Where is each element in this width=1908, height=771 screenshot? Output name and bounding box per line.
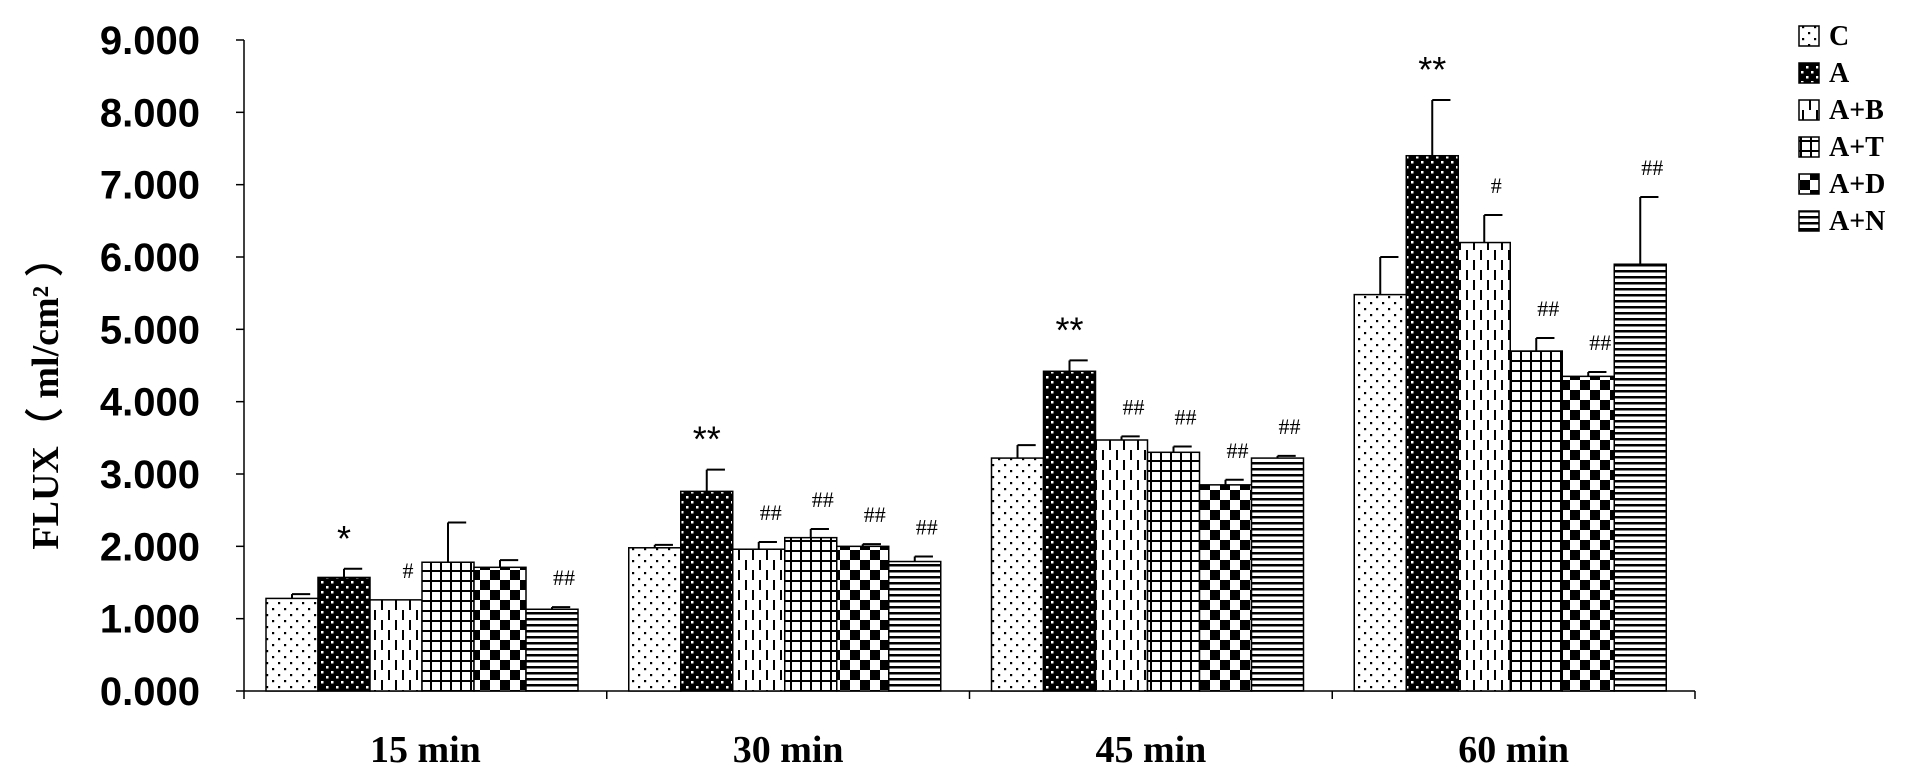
significance-star: * (337, 518, 351, 559)
bar-c (990, 457, 1045, 692)
legend-label: A+T (1829, 132, 1884, 163)
bar-a-b (1094, 439, 1149, 692)
significance-star: ** (693, 419, 721, 460)
significance-star: ** (1055, 309, 1083, 350)
y-tick-label: 4.000 (100, 381, 200, 425)
axes: 0.000 1.000 2.000 3.000 4.000 5.000 6.000 7.000… (100, 19, 1696, 771)
bar-a-t (421, 561, 475, 692)
bar-a-b (732, 548, 786, 692)
x-tick-label: 15 min (370, 729, 481, 771)
legend: CA A+B A+T A+D A+N (1798, 21, 1885, 237)
bar-c (628, 547, 682, 692)
bar-a-d (836, 545, 890, 692)
bar-a-d (1198, 484, 1253, 692)
bar-a (680, 490, 734, 692)
y-tick-label: 6.000 (100, 236, 200, 280)
bar-c (265, 597, 319, 692)
significance-hash: ## (1641, 155, 1663, 180)
legend-label: A+N (1829, 206, 1885, 237)
significance-hash: ## (812, 487, 834, 512)
legend-label: A+B (1829, 95, 1884, 126)
bar-a-n (888, 560, 942, 692)
bar-a (1042, 370, 1097, 692)
bar-a-d (473, 566, 527, 692)
significance-hash: ## (1123, 394, 1145, 419)
y-tick-label: 9.000 (100, 19, 200, 63)
y-tick-label: 3.000 (100, 453, 200, 497)
legend-label: C (1829, 21, 1849, 52)
bar-a-t (1146, 451, 1201, 692)
x-tick-label: 30 min (733, 729, 844, 771)
x-tick-label: 45 min (1095, 729, 1206, 771)
y-tick-label: 1.000 (100, 598, 200, 642)
significance-hash: ## (1589, 330, 1611, 355)
significance-hash: # (1491, 173, 1502, 198)
legend-swatch (1798, 136, 1820, 158)
legend-swatch (1798, 173, 1820, 195)
bar-a (1405, 154, 1459, 692)
significance-star: ** (1418, 49, 1446, 90)
legend-swatch (1798, 62, 1820, 84)
significance-hash: ## (553, 565, 575, 590)
bar-a-b (1457, 241, 1511, 692)
bar-a (317, 576, 371, 692)
significance-hash: ## (1537, 296, 1559, 321)
bars-group (265, 99, 1667, 692)
x-tick-label: 60 min (1458, 729, 1569, 771)
bar-a-t (1509, 350, 1563, 692)
bar-c (1353, 293, 1407, 692)
bar-a-b (369, 599, 423, 692)
y-axis-label: FLUX（ ml/cm² ） (25, 238, 67, 549)
significance-hash: ## (864, 502, 886, 527)
legend-swatch (1798, 25, 1820, 47)
annotations-group: *# ##**###### ##**## ######**####### (337, 49, 1663, 590)
significance-hash: ## (1227, 438, 1249, 463)
bar-a-n (1613, 263, 1667, 692)
bar-a-n (1250, 457, 1305, 692)
legend-swatch (1798, 99, 1820, 121)
y-tick-label: 0.000 (100, 670, 200, 714)
y-tick-label: 7.000 (100, 164, 200, 208)
significance-hash: ## (760, 500, 782, 525)
bar-a-n (525, 608, 579, 692)
significance-hash: ## (1279, 414, 1301, 439)
bar-a-t (784, 536, 838, 692)
significance-hash: ## (1175, 405, 1197, 430)
legend-label: A+D (1829, 169, 1885, 200)
y-tick-label: 8.000 (100, 91, 200, 135)
bar-a-d (1561, 375, 1615, 692)
y-tick-label: 2.000 (100, 525, 200, 569)
legend-swatch (1798, 210, 1820, 232)
legend-label: A (1829, 58, 1850, 89)
significance-hash: # (403, 558, 414, 583)
y-tick-label: 5.000 (100, 308, 200, 352)
significance-hash: ## (916, 514, 938, 539)
